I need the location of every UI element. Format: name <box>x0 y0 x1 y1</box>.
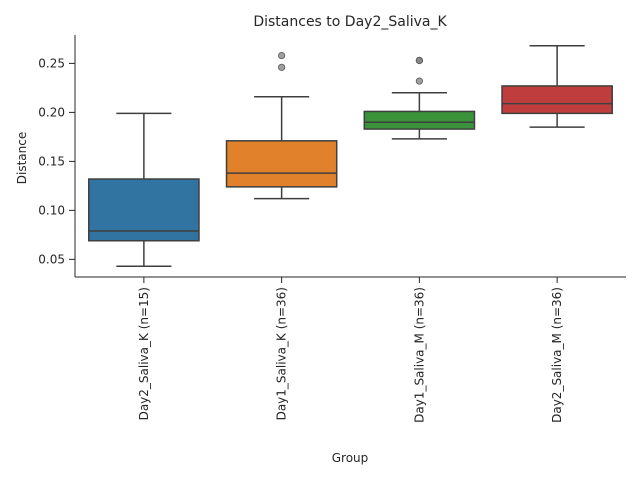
box-group <box>88 112 200 267</box>
box-group <box>501 45 613 128</box>
x-tick-label: Day1_Saliva_K (n=36) <box>275 287 289 420</box>
y-axis: 0.05 0.10 0.15 0.20 0.25 <box>38 56 75 266</box>
box-iqr <box>363 110 476 130</box>
outlier-point <box>415 56 423 65</box>
y-tick-label: 0.20 <box>38 105 65 119</box>
y-tick-label: 0.15 <box>38 154 65 168</box>
box-group <box>363 56 476 140</box>
y-tick-label: 0.10 <box>38 203 65 217</box>
y-tick-label: 0.05 <box>38 252 65 266</box>
x-tick-label: Day1_Saliva_M (n=36) <box>412 287 426 423</box>
box-iqr <box>501 85 613 115</box>
x-tick-label: Day2_Saliva_M (n=36) <box>550 287 564 423</box>
box-group <box>225 51 338 200</box>
x-axis: Day2_Saliva_K (n=15) Day1_Saliva_K (n=36)… <box>137 277 564 423</box>
box-iqr <box>225 140 338 188</box>
y-axis-label: Distance <box>15 132 29 184</box>
outlier-point <box>278 63 286 71</box>
box-series <box>88 45 613 267</box>
x-axis-label: Group <box>332 451 369 465</box>
x-tick-label: Day2_Saliva_K (n=15) <box>137 287 151 420</box>
outlier-point <box>278 51 286 60</box>
y-tick-label: 0.25 <box>38 56 65 70</box>
chart-title: Distances to Day2_Saliva_K <box>253 14 447 30</box>
outlier-point <box>415 77 423 85</box>
